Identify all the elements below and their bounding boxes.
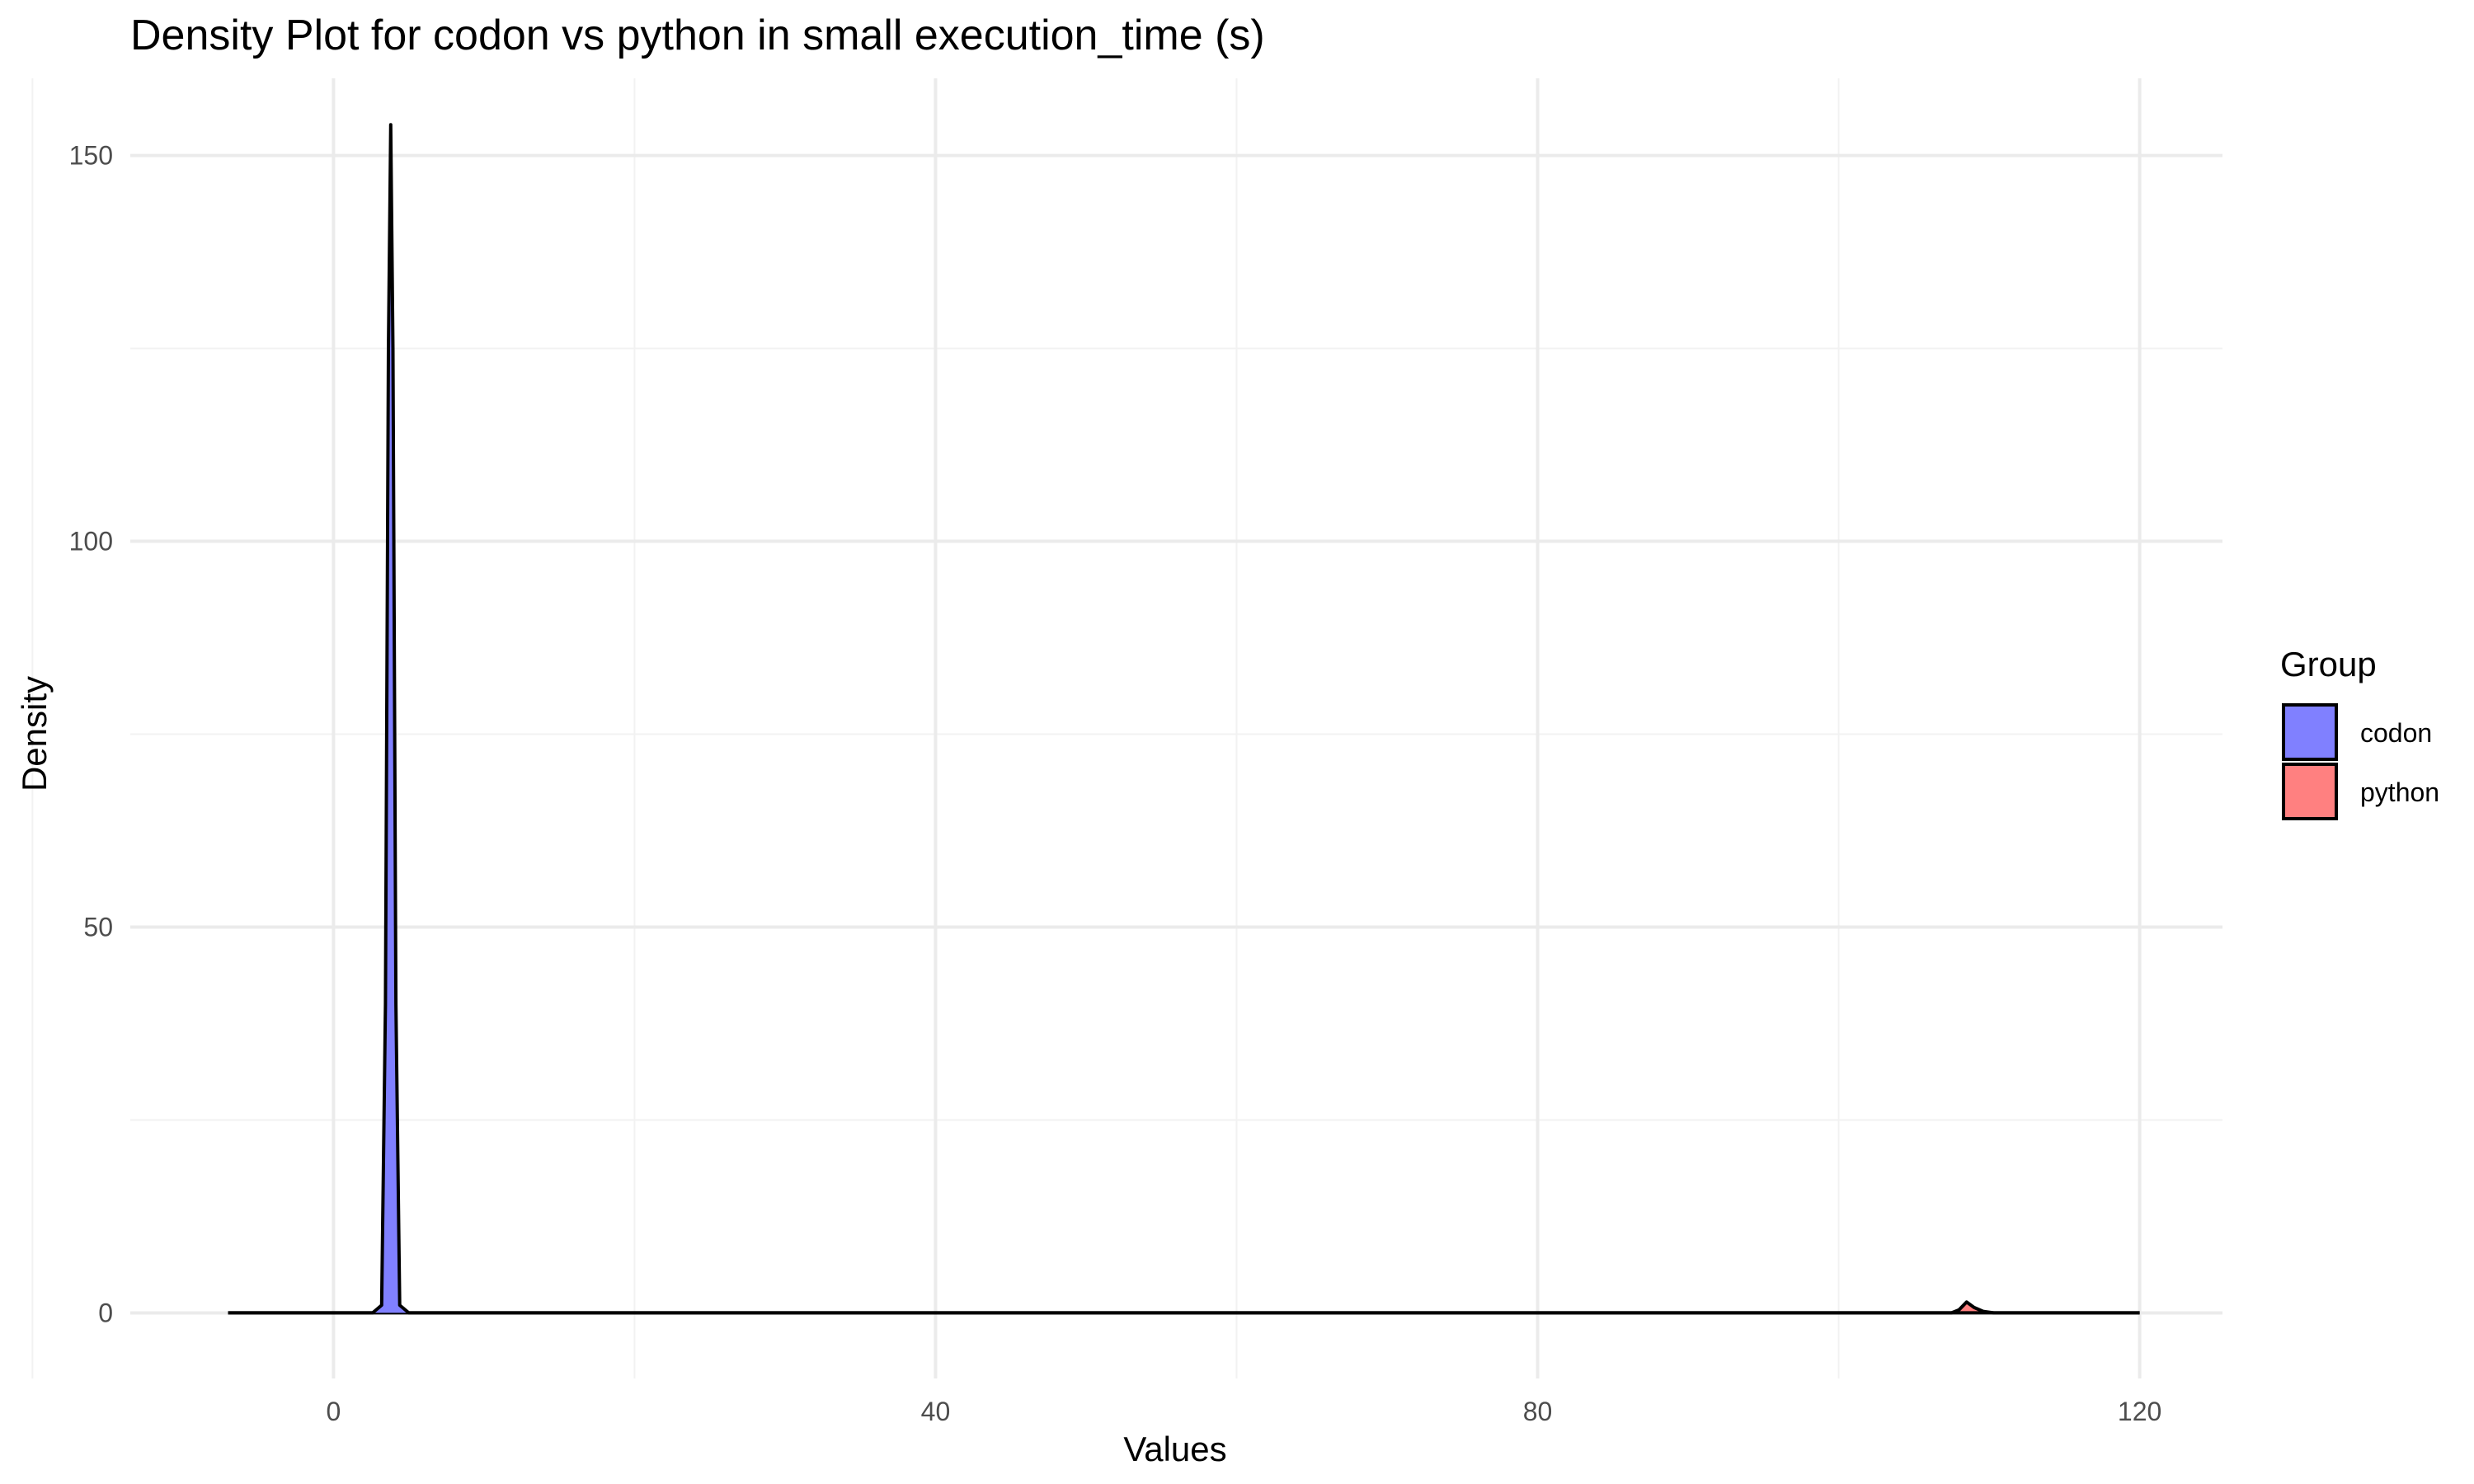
x-tick-label: 0 [327, 1397, 341, 1426]
y-tick-label: 150 [69, 141, 113, 171]
legend-label-python: python [2360, 777, 2439, 807]
y-tick-label: 0 [98, 1298, 113, 1327]
density-line-codon [228, 123, 2140, 1315]
x-axis-title: Values [1123, 1430, 1226, 1468]
y-tick-label: 100 [69, 527, 113, 556]
density-area-codon [228, 124, 2140, 1313]
density-series [228, 123, 2140, 1315]
legend-title: Group [2280, 645, 2377, 683]
y-axis-ticks: 0 50 100 150 [69, 141, 113, 1328]
x-axis-ticks: 0 40 80 120 [327, 1397, 2162, 1426]
legend-key-python [2282, 763, 2338, 820]
legend-label-codon: codon [2360, 718, 2432, 748]
chart-title: Density Plot for codon vs python in smal… [130, 12, 1265, 59]
y-axis-title: Density [15, 676, 54, 791]
x-tick-label: 120 [2118, 1397, 2161, 1426]
x-tick-label: 40 [921, 1397, 951, 1426]
plot-grid [31, 78, 2222, 1378]
legend-items: codon python [2282, 703, 2439, 820]
y-tick-label: 50 [83, 912, 113, 942]
legend-key-codon [2282, 703, 2338, 761]
x-tick-label: 80 [1523, 1397, 1553, 1426]
legend: Group codon python [2280, 645, 2439, 820]
